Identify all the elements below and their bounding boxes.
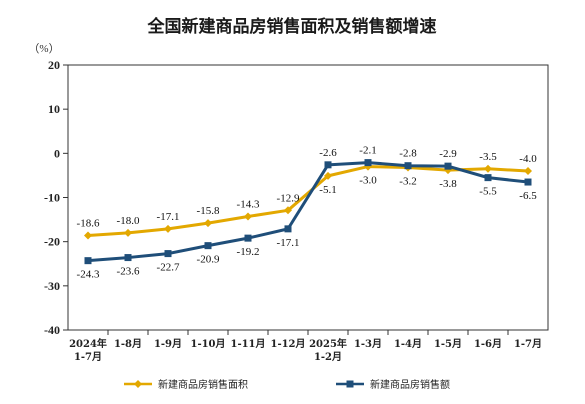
- amount-point: [204, 242, 212, 250]
- x-tick-label: 1-12月: [270, 338, 305, 350]
- x-axis: 2024年 1-7月 1-8月 1-9月 1-10月 1-11月 1-12月 2025年 1-2…: [69, 330, 542, 363]
- area-point: [84, 231, 92, 240]
- area-point: [204, 219, 212, 228]
- x-tick-label: 1-5月: [434, 338, 462, 350]
- amount-data-label: -2.6: [319, 147, 337, 159]
- legend-label-amount: 新建商品房销售额: [370, 378, 450, 391]
- data-labels: -18.6 -24.3 -18.0 -23.6 -17.1 -22.7 -15.8 -20.9…: [77, 145, 538, 281]
- area-data-label: -3.0: [359, 175, 377, 187]
- y-tick-label: -20: [44, 235, 60, 249]
- x-tick-label: 1-11月: [230, 338, 265, 350]
- area-data-label: -3.5: [479, 151, 497, 163]
- area-point: [164, 224, 172, 233]
- amount-point: [284, 225, 292, 233]
- chart-title: 全国新建商品房销售面积及销售额增速: [147, 16, 437, 37]
- amount-data-label: -17.1: [277, 237, 300, 249]
- area-data-label: -15.8: [197, 205, 220, 217]
- area-data-label: -3.2: [399, 175, 416, 187]
- amount-data-label: -5.5: [479, 186, 497, 198]
- y-tick-label: -40: [44, 323, 60, 337]
- amount-point: [244, 234, 252, 242]
- x-tick-label: 1-10月: [190, 338, 225, 350]
- amount-point: [124, 254, 132, 262]
- amount-point: [164, 250, 172, 258]
- area-point: [124, 228, 132, 237]
- legend-label-area: 新建商品房销售面积: [158, 378, 248, 391]
- area-data-label: -18.0: [117, 215, 140, 227]
- amount-series-line: [87, 161, 529, 263]
- area-data-label: -18.6: [77, 217, 100, 229]
- x-tick-label: 1-4月: [394, 338, 422, 350]
- x-tick-label: 1-8月: [114, 338, 142, 350]
- amount-point: [484, 174, 492, 182]
- amount-point: [364, 159, 372, 167]
- x-tick-label: 1-7月: [514, 338, 542, 350]
- amount-data-label: -23.6: [117, 266, 140, 278]
- y-tick-label: 0: [54, 146, 60, 160]
- y-tick-label: -10: [44, 191, 60, 205]
- area-data-label: -17.1: [157, 211, 180, 223]
- area-point: [244, 212, 252, 221]
- amount-data-label: -2.1: [359, 145, 376, 157]
- y-unit-label: （%）: [28, 42, 59, 55]
- x-tick-label: 2024年 1-7月: [69, 337, 107, 363]
- amount-data-label: -2.9: [439, 148, 457, 160]
- amount-point: [444, 162, 452, 170]
- area-point: [524, 167, 532, 175]
- amount-data-label: -6.5: [519, 190, 537, 202]
- amount-data-label: -24.3: [77, 269, 100, 281]
- amount-data-label: -20.9: [197, 254, 220, 266]
- amount-point: [524, 178, 532, 186]
- y-tick-label: -30: [44, 279, 60, 293]
- amount-point: [84, 257, 92, 265]
- legend: 新建商品房销售面积 新建商品房销售额: [124, 378, 450, 391]
- area-data-label: -4.0: [519, 153, 537, 165]
- y-tick-label: 10: [48, 102, 60, 116]
- amount-point: [404, 162, 412, 170]
- x-tick-label: 1-6月: [474, 338, 502, 350]
- area-data-label: -5.1: [319, 184, 336, 196]
- area-point: [284, 206, 292, 215]
- y-axis: 20 10 0 -10 -20 -30 -40: [44, 58, 68, 337]
- x-tick-label: 1-9月: [154, 338, 182, 350]
- area-data-label: -3.8: [439, 178, 457, 190]
- x-tick-label: 1-3月: [354, 338, 382, 350]
- y-tick-label: 20: [48, 58, 60, 72]
- amount-data-label: -22.7: [157, 262, 180, 274]
- area-data-label: -14.3: [237, 198, 260, 210]
- legend-marker: [346, 380, 354, 388]
- area-series-line: [87, 165, 529, 237]
- area-point: [484, 164, 492, 173]
- x-tick-label: 2025年 1-2月: [309, 337, 347, 363]
- series-group: [84, 159, 532, 265]
- amount-point: [324, 161, 332, 169]
- amount-data-label: -19.2: [237, 246, 260, 258]
- amount-data-label: -2.8: [399, 148, 417, 160]
- area-point: [324, 171, 332, 180]
- legend-marker: [134, 380, 142, 388]
- area-data-label: -12.9: [277, 192, 300, 204]
